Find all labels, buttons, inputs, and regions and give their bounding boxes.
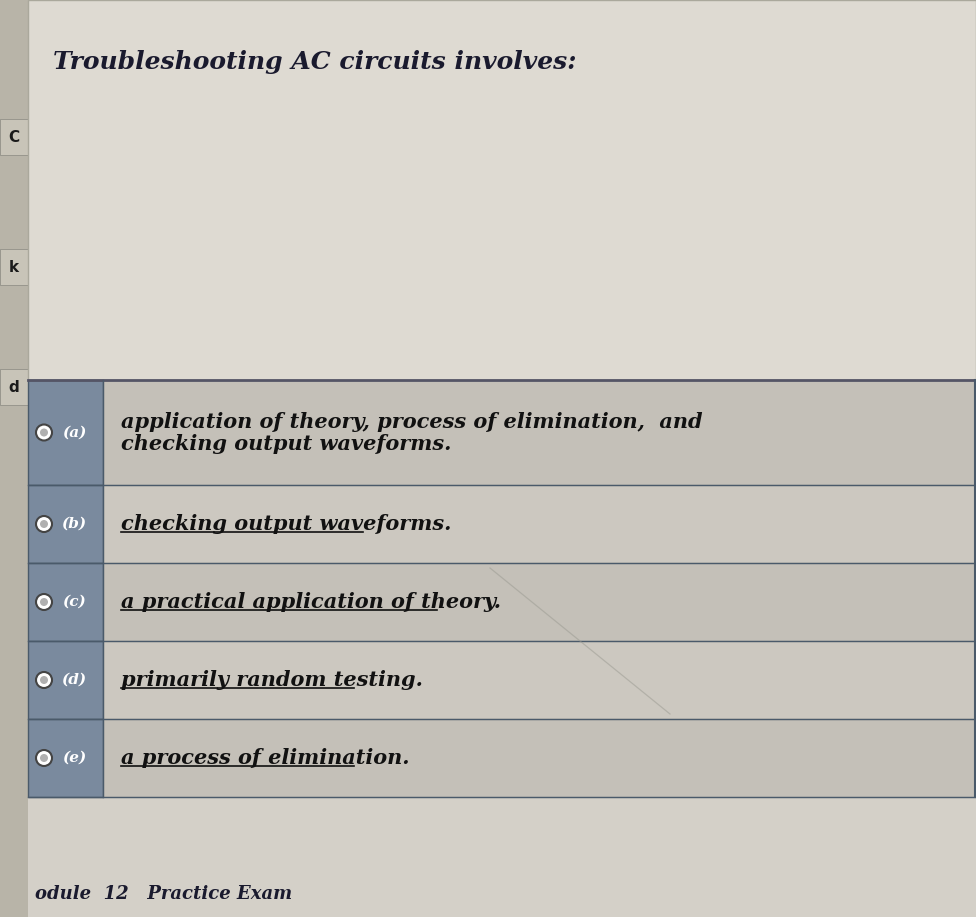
Bar bbox=[28, 485, 103, 563]
Circle shape bbox=[36, 516, 52, 532]
Bar bbox=[103, 485, 976, 563]
Circle shape bbox=[40, 428, 48, 436]
Text: Troubleshooting AC circuits involves:: Troubleshooting AC circuits involves: bbox=[53, 50, 577, 74]
Bar bbox=[28, 0, 976, 380]
Bar bbox=[28, 719, 103, 797]
Text: a process of elimination.: a process of elimination. bbox=[121, 748, 410, 768]
Bar bbox=[0, 0, 28, 917]
Text: d: d bbox=[9, 380, 20, 394]
Bar bbox=[28, 641, 103, 719]
Text: odule  12   Practice Exam: odule 12 Practice Exam bbox=[35, 885, 292, 903]
Circle shape bbox=[40, 754, 48, 762]
Bar bbox=[103, 719, 976, 797]
Circle shape bbox=[40, 598, 48, 606]
Bar bbox=[103, 380, 976, 485]
Text: k: k bbox=[9, 260, 20, 274]
Bar bbox=[103, 563, 976, 641]
Text: (c): (c) bbox=[62, 595, 86, 609]
Text: (e): (e) bbox=[61, 751, 86, 765]
Circle shape bbox=[36, 425, 52, 440]
Text: checking output waveforms.: checking output waveforms. bbox=[121, 434, 451, 454]
Circle shape bbox=[36, 594, 52, 610]
Text: application of theory, process of elimination,  and: application of theory, process of elimin… bbox=[121, 412, 703, 432]
Circle shape bbox=[36, 750, 52, 766]
Circle shape bbox=[36, 672, 52, 688]
Text: (b): (b) bbox=[61, 517, 87, 531]
Bar bbox=[28, 563, 103, 641]
Text: (d): (d) bbox=[61, 673, 87, 687]
Circle shape bbox=[40, 676, 48, 684]
Bar bbox=[0, 369, 28, 405]
Bar bbox=[103, 641, 976, 719]
Text: C: C bbox=[9, 129, 20, 145]
Circle shape bbox=[40, 520, 48, 528]
Text: checking output waveforms.: checking output waveforms. bbox=[121, 514, 451, 534]
Bar bbox=[0, 249, 28, 285]
Text: (a): (a) bbox=[61, 425, 86, 439]
Bar bbox=[28, 380, 103, 485]
Text: a practical application of theory.: a practical application of theory. bbox=[121, 592, 501, 612]
Text: primarily random testing.: primarily random testing. bbox=[121, 670, 423, 690]
Bar bbox=[0, 119, 28, 155]
